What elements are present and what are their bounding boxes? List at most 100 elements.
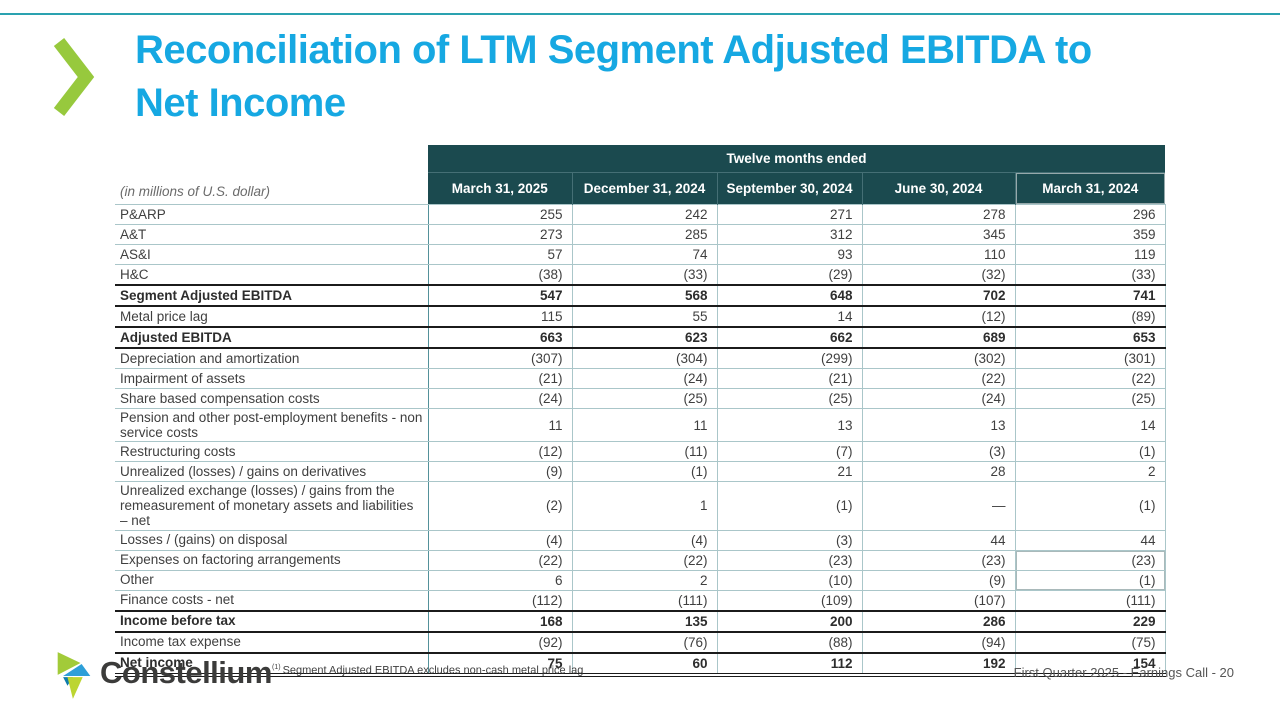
cell-value: 278 [861,204,1015,225]
cell-value: (111) [1014,589,1166,612]
page-label: First Quarter 2025 - Earnings Call - 20 [1013,665,1234,680]
cell-value: (1) [716,481,862,531]
row-label: Unrealized exchange (losses) / gains fro… [115,481,428,531]
cell-value: 702 [861,284,1015,307]
cell-value: (111) [571,589,717,612]
cell-value: (24) [861,388,1015,409]
row-label: Impairment of assets [115,368,428,389]
cell-value: 13 [716,407,862,443]
cell-value: (4) [571,529,717,551]
row-label: H&C [115,264,428,286]
cell-value: 271 [716,204,862,225]
cell-value: (23) [861,549,1015,571]
cell-value: (75) [1014,631,1166,654]
cell-value: (23) [1014,549,1166,571]
cell-value: 648 [716,284,862,307]
cell-value: 75 [427,651,572,677]
row-label: Restructuring costs [115,441,428,463]
cell-value: 44 [861,529,1015,551]
row-label: Other [115,569,428,591]
row-label: A&T [115,224,428,245]
cell-value: (33) [571,264,717,286]
row-label: Finance costs - net [115,589,428,612]
cell-value: 312 [716,224,862,245]
row-label: Unrealized (losses) / gains on derivativ… [115,461,428,483]
cell-value: 93 [716,244,862,265]
table-row: Depreciation and amortization (307) (304)(… [115,347,1166,369]
cell-value: 359 [1014,224,1166,245]
cell-value: 57 [427,244,572,265]
cell-value: (21) [716,368,862,389]
table-row: Income before tax 168 135 200 286 229 [115,609,1166,633]
cell-value: 55 [571,305,717,328]
table-row: Finance costs - net (112) (111) (109) (107)(… [115,589,1166,612]
cell-value: 13 [861,407,1015,443]
cell-value: 21 [716,461,862,483]
table-row: P&ARP 255 242 271 278 296 [115,204,1166,225]
cell-value: 60 [571,651,717,677]
cell-value: 242 [571,204,717,225]
cell-value: (32) [861,264,1015,286]
cell-value: (33) [1014,264,1166,286]
column-header: September 30, 2024 [716,172,862,205]
table-row: Pension and other post-employment benefi… [115,407,1166,443]
table-row: Segment Adjusted EBITDA 547 568 648 702 741 [115,284,1166,307]
cell-value: 110 [861,244,1015,265]
cell-value: (3) [861,441,1015,463]
cell-value: 286 [861,609,1015,633]
row-label: Share based compensation costs [115,388,428,409]
cell-value: 296 [1014,204,1166,225]
cell-value: (112) [427,589,572,612]
cell-value: (24) [427,388,572,409]
table-row: Losses / (gains) on disposal (4) (4) (3) 44 4… [115,529,1166,551]
logo-wordmark: Constellium [100,655,272,690]
table-row: Net income 75 60 112 192 154 [115,651,1166,677]
cell-value: (22) [861,368,1015,389]
cell-value: 200 [716,609,862,633]
table-row: Share based compensation costs (24) (25) (2… [115,388,1166,409]
cell-value: 741 [1014,284,1166,307]
cell-value: (22) [571,549,717,571]
cell-value: 653 [1014,326,1166,349]
reconciliation-table: (in millions of U.S. dollar) Twelve mont… [115,145,1166,677]
cell-value: (9) [427,461,572,483]
cell-value: (12) [427,441,572,463]
row-label: AS&I [115,244,428,265]
table-row: Expenses on factoring arrangements (22) (2… [115,549,1166,571]
table-row: Unrealized (losses) / gains on derivativ… [115,461,1166,483]
cell-value: 112 [716,651,862,677]
cell-value: 568 [571,284,717,307]
constellium-gem-logo-icon [57,652,91,699]
cell-value: (301) [1014,347,1166,369]
cell-value: 273 [427,224,572,245]
table-row: Adjusted EBITDA 663 623 662 689 653 [115,326,1166,349]
units-note: (in millions of U.S. dollar) [115,145,428,205]
cell-value: (22) [427,549,572,571]
cell-value: (4) [427,529,572,551]
cell-value: (38) [427,264,572,286]
cell-value: 11 [427,407,572,443]
cell-value: (25) [1014,388,1166,409]
table-row: Unrealized exchange (losses) / gains fro… [115,481,1166,531]
cell-value: 623 [571,326,717,349]
chevron-right-icon [53,38,95,116]
cell-value: 14 [716,305,862,328]
row-label: Income before tax [115,609,428,633]
table-row: A&T 273 285 312 345 359 [115,224,1166,245]
cell-value: (107) [861,589,1015,612]
cell-value: 229 [1014,609,1166,633]
cell-value: 2 [1014,461,1166,483]
cell-value: (76) [571,631,717,654]
table-row: Other 6 2 (10) (9) (1) [115,569,1166,591]
footnote-text: Segment Adjusted EBITDA excludes non-cas… [282,664,584,677]
cell-value: 662 [716,326,862,349]
cell-value: 14 [1014,407,1166,443]
cell-value: (25) [571,388,717,409]
footnote-marker: (1) [272,664,281,671]
row-label: Income tax expense [115,631,428,654]
column-header: June 30, 2024 [861,172,1015,205]
span-header: Twelve months ended [428,145,1166,173]
span-header-row: (in millions of U.S. dollar) Twelve mont… [115,145,1166,205]
cell-value: (12) [861,305,1015,328]
cell-value: (25) [716,388,862,409]
